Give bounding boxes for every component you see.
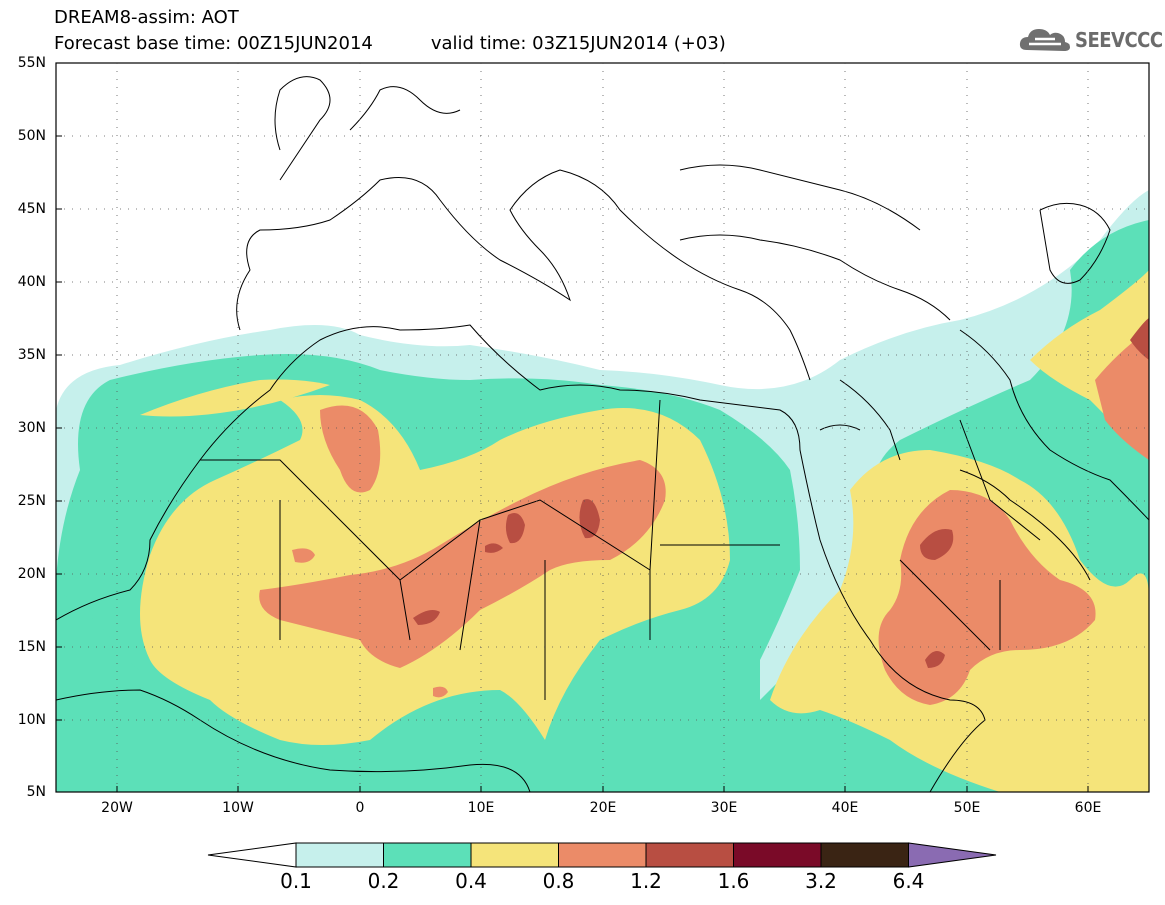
lat-label: 25N: [17, 493, 46, 509]
colorbar-label: 6.4: [892, 869, 925, 893]
colorbar-label: 1.2: [630, 869, 662, 893]
lon-label: 0: [355, 800, 365, 816]
lon-label: 20E: [589, 800, 617, 816]
cloud-icon: [1019, 29, 1070, 51]
lat-label: 45N: [17, 201, 46, 217]
lon-label: 60E: [1074, 800, 1102, 816]
colorbar-label: 1.6: [717, 869, 750, 893]
lat-label: 50N: [17, 128, 46, 144]
lat-label: 40N: [17, 274, 46, 290]
colorbar-label: 0.2: [367, 869, 400, 893]
base-time: Forecast base time: 00Z15JUN2014: [54, 33, 373, 54]
map-title: DREAM8-assim: AOT: [54, 7, 239, 28]
lon-label: 30E: [710, 800, 738, 816]
colorbar-label: 0.8: [542, 869, 575, 893]
coastlines: [56, 76, 1149, 792]
lat-label: 30N: [17, 420, 46, 436]
lat-label: 55N: [17, 55, 46, 71]
lat-label: 10N: [17, 712, 46, 728]
lat-label: 5N: [26, 784, 46, 800]
seevccc-logo: SEEVCCC: [1017, 24, 1163, 54]
colorbar-label: 0.4: [455, 869, 487, 893]
lon-label: 10E: [467, 800, 495, 816]
valid-time: valid time: 03Z15JUN2014 (+03): [430, 33, 726, 54]
lon-label: 20W: [101, 800, 133, 816]
logo-text: SEEVCCC: [1075, 28, 1163, 52]
lon-label: 50E: [953, 800, 981, 816]
lat-label: 20N: [17, 566, 46, 582]
colorbar-label: 0.1: [280, 869, 312, 893]
aot-field: [56, 190, 1149, 792]
map-subtitle: Forecast base time: 00Z15JUN2014 valid ti…: [54, 34, 726, 54]
lat-label: 35N: [17, 347, 46, 363]
lon-label: 10W: [222, 800, 254, 816]
colorbar-label: 3.2: [805, 869, 837, 893]
lat-label: 15N: [17, 639, 46, 655]
tick-marks: [56, 135, 1089, 792]
lon-label: 40E: [831, 800, 859, 816]
